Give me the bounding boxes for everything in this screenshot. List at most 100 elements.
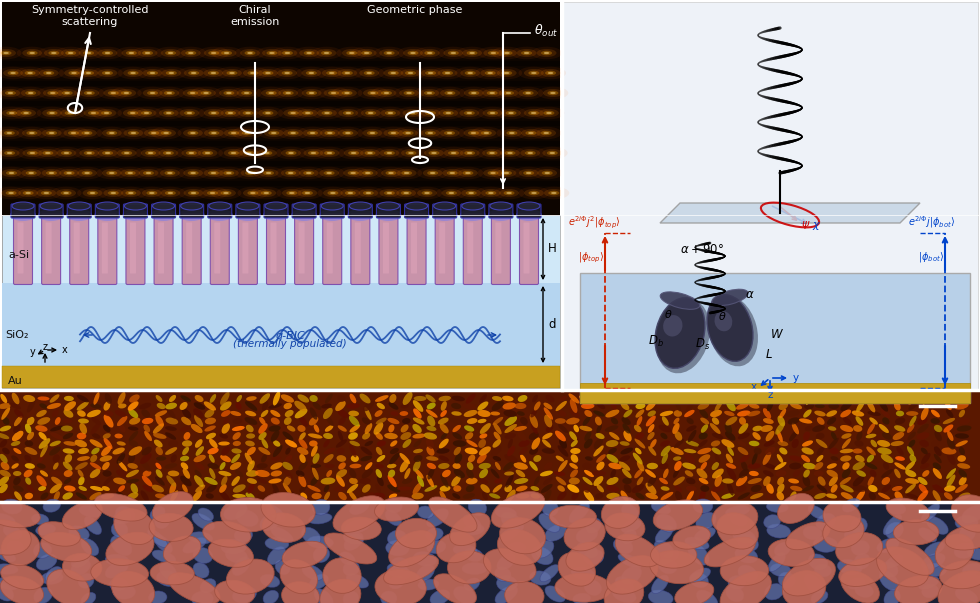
Ellipse shape (312, 467, 318, 480)
Ellipse shape (78, 486, 87, 491)
Ellipse shape (714, 475, 722, 487)
Ellipse shape (840, 409, 852, 417)
Ellipse shape (293, 202, 316, 210)
Ellipse shape (790, 449, 798, 453)
Ellipse shape (789, 455, 803, 462)
Text: Symmetry-controlled
scattering: Symmetry-controlled scattering (31, 5, 149, 27)
Ellipse shape (922, 584, 939, 598)
Ellipse shape (208, 463, 220, 469)
Ellipse shape (895, 456, 905, 461)
Ellipse shape (845, 526, 860, 541)
Ellipse shape (482, 109, 503, 117)
Ellipse shape (319, 209, 345, 221)
Ellipse shape (128, 426, 138, 431)
Ellipse shape (90, 192, 95, 194)
Ellipse shape (867, 455, 874, 463)
Ellipse shape (25, 192, 31, 194)
Ellipse shape (931, 477, 942, 485)
FancyBboxPatch shape (489, 204, 513, 218)
Ellipse shape (705, 537, 756, 567)
Ellipse shape (436, 187, 466, 200)
Ellipse shape (635, 432, 644, 440)
Ellipse shape (102, 462, 110, 470)
Ellipse shape (277, 107, 309, 119)
Ellipse shape (448, 551, 491, 584)
Ellipse shape (64, 129, 83, 137)
Ellipse shape (853, 462, 865, 470)
Ellipse shape (530, 423, 538, 434)
Ellipse shape (150, 72, 155, 74)
Ellipse shape (379, 149, 399, 157)
Ellipse shape (0, 484, 8, 493)
Ellipse shape (428, 491, 436, 500)
Ellipse shape (418, 147, 450, 159)
Ellipse shape (558, 485, 564, 491)
Ellipse shape (342, 71, 353, 75)
Ellipse shape (607, 454, 618, 463)
FancyBboxPatch shape (432, 204, 457, 218)
Ellipse shape (490, 202, 512, 210)
Ellipse shape (319, 579, 361, 603)
Ellipse shape (351, 152, 357, 154)
Ellipse shape (239, 149, 259, 157)
Ellipse shape (208, 51, 220, 55)
Ellipse shape (490, 411, 500, 415)
Ellipse shape (544, 407, 553, 420)
Ellipse shape (752, 452, 758, 465)
Ellipse shape (866, 446, 876, 455)
Ellipse shape (383, 555, 439, 585)
Ellipse shape (8, 92, 13, 94)
Ellipse shape (153, 202, 174, 210)
Ellipse shape (500, 149, 519, 157)
Ellipse shape (808, 505, 826, 519)
Ellipse shape (386, 52, 392, 54)
Ellipse shape (478, 46, 509, 59)
Ellipse shape (455, 67, 486, 80)
Ellipse shape (673, 469, 679, 478)
Ellipse shape (12, 202, 34, 210)
Ellipse shape (214, 166, 244, 179)
Ellipse shape (957, 395, 970, 402)
Ellipse shape (907, 432, 916, 440)
Ellipse shape (302, 69, 321, 77)
Ellipse shape (248, 172, 253, 174)
Ellipse shape (25, 90, 36, 95)
Ellipse shape (545, 586, 565, 602)
Ellipse shape (87, 409, 101, 417)
Ellipse shape (521, 129, 541, 137)
Ellipse shape (505, 416, 517, 426)
Ellipse shape (38, 522, 80, 546)
Ellipse shape (62, 90, 73, 95)
Ellipse shape (346, 51, 358, 55)
Ellipse shape (275, 147, 307, 159)
Ellipse shape (188, 52, 194, 54)
Ellipse shape (942, 447, 956, 455)
Ellipse shape (377, 476, 384, 486)
Ellipse shape (367, 131, 378, 135)
Ellipse shape (778, 402, 788, 410)
Ellipse shape (14, 409, 24, 418)
Ellipse shape (165, 463, 177, 469)
Ellipse shape (733, 529, 756, 544)
Text: Chiral
emission: Chiral emission (230, 5, 279, 27)
Ellipse shape (502, 51, 513, 55)
Ellipse shape (77, 187, 108, 200)
Ellipse shape (308, 151, 319, 155)
Ellipse shape (379, 189, 399, 197)
Ellipse shape (340, 552, 356, 566)
Ellipse shape (168, 470, 179, 476)
Ellipse shape (103, 89, 123, 97)
Ellipse shape (933, 463, 941, 470)
Ellipse shape (416, 475, 424, 487)
Ellipse shape (144, 129, 164, 137)
Ellipse shape (198, 149, 218, 157)
Ellipse shape (711, 289, 748, 306)
Ellipse shape (529, 414, 538, 428)
Ellipse shape (721, 439, 734, 448)
Ellipse shape (944, 463, 955, 470)
Ellipse shape (621, 520, 641, 532)
Ellipse shape (656, 526, 673, 543)
Ellipse shape (263, 71, 273, 75)
Ellipse shape (675, 400, 681, 412)
Ellipse shape (129, 394, 140, 403)
